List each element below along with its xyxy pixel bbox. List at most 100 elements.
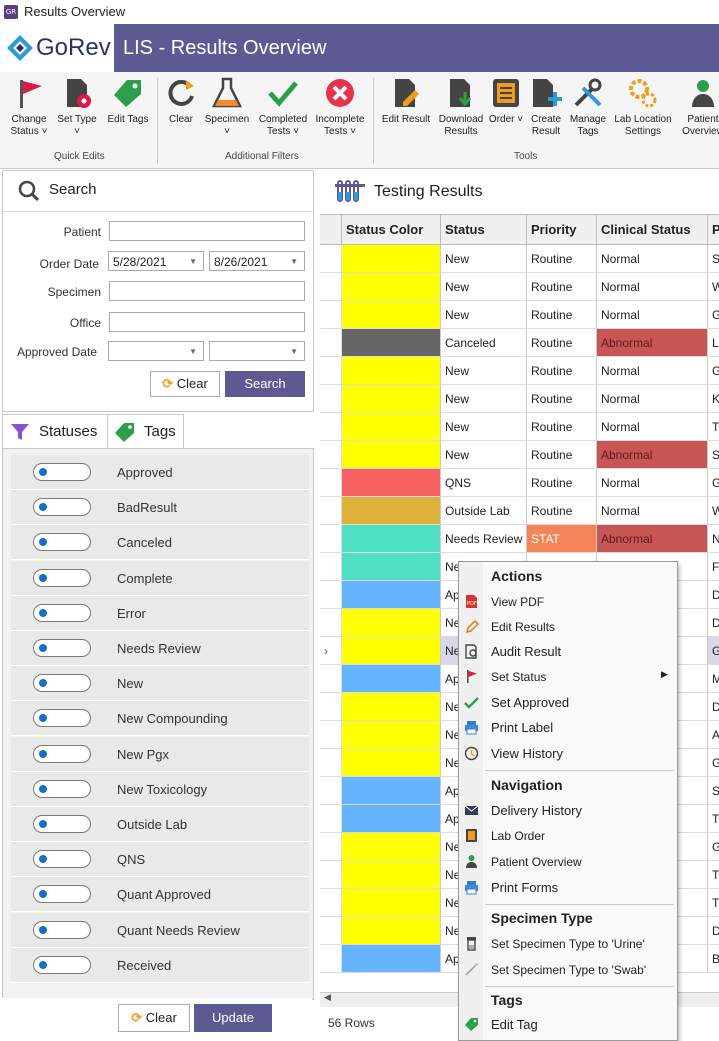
p-cell[interactable]: Li: [708, 329, 719, 357]
status-color-cell[interactable]: [342, 329, 441, 357]
menu-item-patient-overview[interactable]: Patient Overview: [491, 855, 582, 869]
column-header-status-color[interactable]: Status Color: [342, 215, 441, 245]
row-indicator[interactable]: [320, 777, 342, 805]
status-toggle[interactable]: [33, 815, 91, 833]
order-date-from-picker[interactable]: 5/28/2021 ▼: [108, 251, 204, 271]
clinical-cell[interactable]: Normal: [597, 497, 708, 525]
p-cell[interactable]: T: [708, 861, 719, 889]
priority-cell[interactable]: Routine: [527, 497, 597, 525]
priority-cell[interactable]: Routine: [527, 329, 597, 357]
status-toggle[interactable]: [33, 463, 91, 481]
row-indicator[interactable]: [320, 693, 342, 721]
manage-tags-button[interactable]: Manage Tags: [568, 76, 608, 138]
row-indicator[interactable]: [320, 665, 342, 693]
menu-item-audit-result[interactable]: Audit Result: [491, 644, 562, 659]
completed-tests-button[interactable]: Completed Tests ˅: [256, 76, 310, 138]
incomplete-tests-button[interactable]: Incomplete Tests ˅: [312, 76, 368, 138]
p-cell[interactable]: G: [708, 637, 719, 665]
menu-item-edit-results[interactable]: Edit Results: [491, 620, 556, 634]
column-header-clinical-status[interactable]: Clinical Status: [597, 215, 708, 245]
status-cell[interactable]: New: [441, 245, 527, 273]
p-cell[interactable]: G: [708, 749, 719, 777]
row-indicator[interactable]: [320, 889, 342, 917]
clinical-cell[interactable]: Normal: [597, 469, 708, 497]
menu-item-delivery-history[interactable]: Delivery History: [491, 803, 583, 818]
status-toggle[interactable]: [33, 744, 91, 763]
clinical-cell[interactable]: Normal: [597, 357, 708, 385]
row-indicator[interactable]: [320, 469, 342, 497]
menu-item-print-label[interactable]: Print Label: [491, 720, 554, 735]
patient-overview-button[interactable]: Patient Overview: [678, 76, 719, 138]
patient-input[interactable]: [109, 221, 305, 241]
search-clear-button[interactable]: ⟳ Clear: [150, 371, 220, 397]
status-color-cell[interactable]: [342, 273, 441, 301]
status-toggle[interactable]: [33, 639, 91, 657]
p-cell[interactable]: K: [708, 385, 719, 413]
status-color-cell[interactable]: [342, 917, 441, 945]
status-color-cell[interactable]: [342, 665, 441, 693]
row-indicator[interactable]: [320, 861, 342, 889]
update-button[interactable]: Update: [194, 1004, 272, 1032]
p-cell[interactable]: M: [708, 665, 719, 693]
row-indicator[interactable]: [320, 329, 342, 357]
priority-cell[interactable]: Routine: [527, 301, 597, 329]
status-color-cell[interactable]: [342, 861, 441, 889]
status-toggle[interactable]: [33, 920, 91, 939]
status-cell[interactable]: New: [441, 385, 527, 413]
status-color-cell[interactable]: [342, 553, 441, 581]
p-cell[interactable]: G: [708, 469, 719, 497]
menu-item-print-forms[interactable]: Print Forms: [491, 880, 559, 895]
lab-location-settings-button[interactable]: Lab Location Settings: [612, 76, 674, 138]
status-toggle[interactable]: [33, 498, 91, 517]
menu-item-set-specimen-swab[interactable]: Set Specimen Type to 'Swab': [491, 963, 647, 977]
status-color-cell[interactable]: [342, 777, 441, 805]
status-cell[interactable]: Outside Lab: [441, 497, 527, 525]
row-indicator[interactable]: ›: [320, 637, 342, 665]
status-color-cell[interactable]: [342, 693, 441, 721]
p-cell[interactable]: T: [708, 805, 719, 833]
clinical-cell[interactable]: Normal: [597, 413, 708, 441]
row-indicator[interactable]: [320, 805, 342, 833]
status-cell[interactable]: New: [441, 413, 527, 441]
p-cell[interactable]: S: [708, 245, 719, 273]
status-color-cell[interactable]: [342, 441, 441, 469]
status-toggle[interactable]: [33, 603, 91, 622]
status-color-cell[interactable]: [342, 385, 441, 413]
status-cell[interactable]: Canceled: [441, 329, 527, 357]
row-indicator[interactable]: [320, 385, 342, 413]
priority-cell[interactable]: Routine: [527, 245, 597, 273]
p-cell[interactable]: D: [708, 581, 719, 609]
create-result-button[interactable]: Create Result: [526, 76, 566, 138]
p-cell[interactable]: A: [708, 721, 719, 749]
row-indicator[interactable]: [320, 525, 342, 553]
office-input[interactable]: [109, 312, 305, 332]
status-toggle[interactable]: [33, 533, 91, 552]
row-indicator[interactable]: [320, 553, 342, 581]
priority-cell[interactable]: STAT: [527, 525, 597, 553]
row-indicator[interactable]: [320, 357, 342, 385]
order-button[interactable]: Order ˅: [488, 76, 524, 126]
status-color-cell[interactable]: [342, 945, 441, 973]
row-indicator[interactable]: [320, 609, 342, 637]
p-cell[interactable]: T: [708, 889, 719, 917]
menu-item-set-approved[interactable]: Set Approved: [491, 695, 570, 710]
status-cell[interactable]: New: [441, 357, 527, 385]
status-color-cell[interactable]: [342, 301, 441, 329]
status-color-cell[interactable]: [342, 413, 441, 441]
menu-item-lab-order[interactable]: Lab Order: [491, 829, 546, 843]
row-indicator[interactable]: [320, 441, 342, 469]
status-color-cell[interactable]: [342, 581, 441, 609]
status-cell[interactable]: QNS: [441, 469, 527, 497]
row-indicator[interactable]: [320, 273, 342, 301]
download-results-button[interactable]: Download Results: [436, 76, 486, 138]
status-toggle[interactable]: [33, 779, 91, 798]
specimen-filter-button[interactable]: Specimen ˅: [202, 76, 252, 138]
p-cell[interactable]: D: [708, 609, 719, 637]
row-indicator[interactable]: [320, 497, 342, 525]
p-cell[interactable]: D: [708, 693, 719, 721]
status-color-cell[interactable]: [342, 721, 441, 749]
set-type-button[interactable]: Set Type ˅: [54, 76, 100, 138]
p-cell[interactable]: G: [708, 833, 719, 861]
specimen-input[interactable]: [109, 281, 305, 301]
status-toggle[interactable]: [33, 885, 91, 904]
